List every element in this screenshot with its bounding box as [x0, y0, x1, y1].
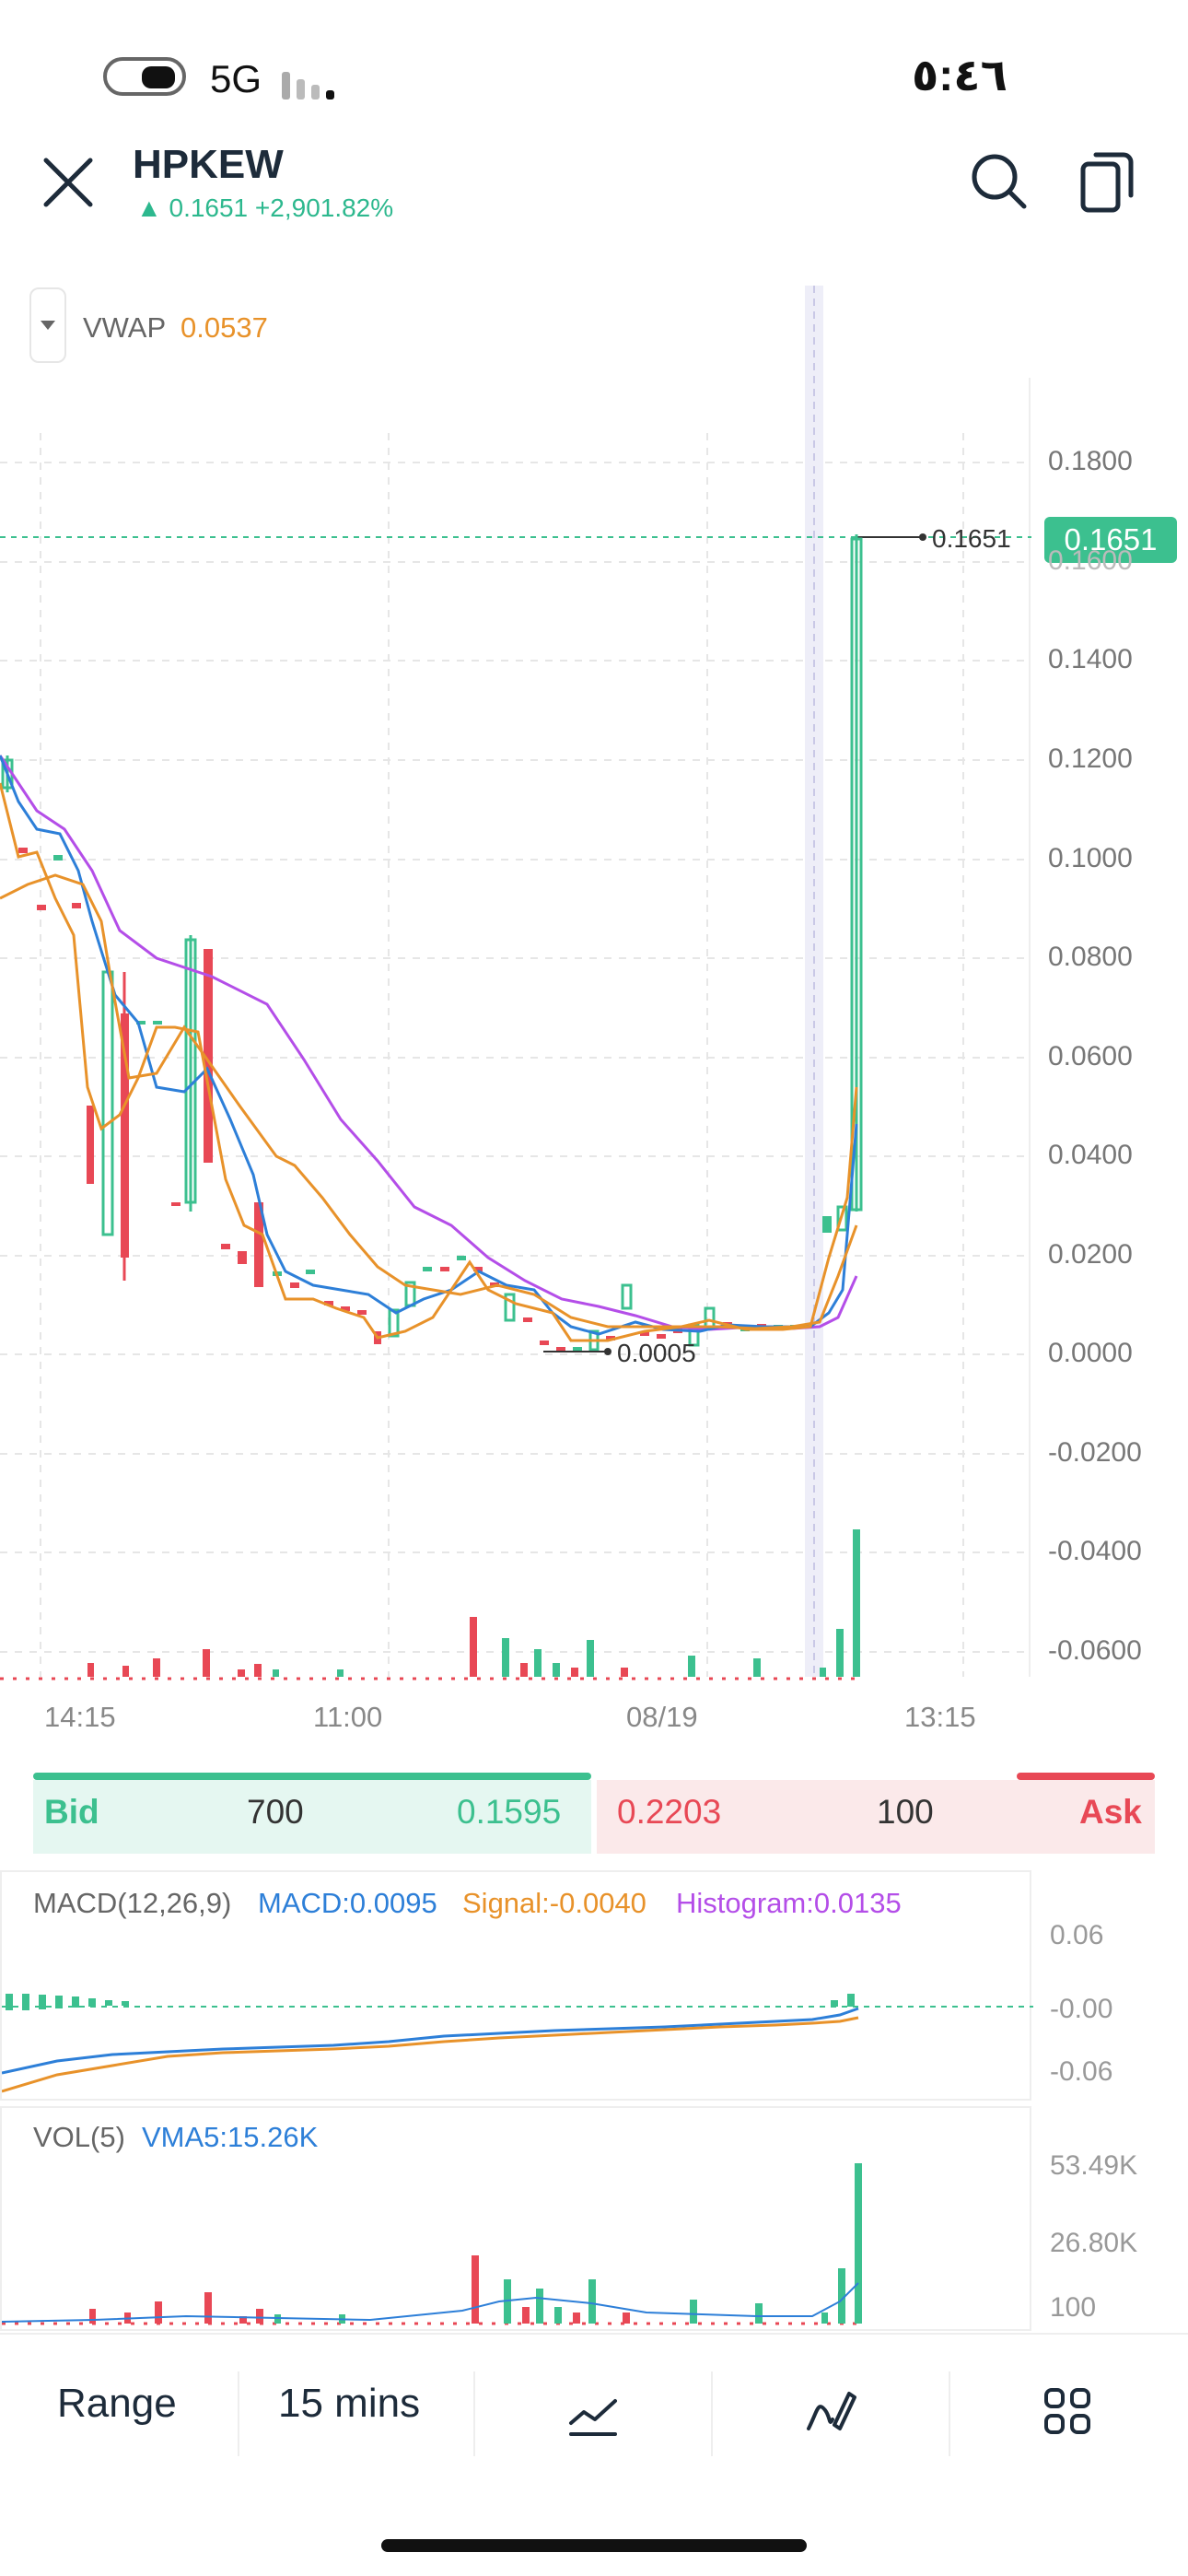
time-axis-label: 08/19	[626, 1701, 698, 1733]
price-change: ▲ 0.1651 +2,901.82%	[136, 193, 394, 222]
range-button[interactable]: Range	[57, 2381, 177, 2426]
clock: ٥:٤٦	[912, 52, 1007, 100]
search-icon[interactable]	[969, 151, 1028, 210]
indicator-toggle[interactable]	[29, 287, 66, 363]
price-axis-label: 0.0200	[1048, 1239, 1133, 1270]
bid-label: Bid	[44, 1793, 99, 1831]
ask-price: 0.2203	[617, 1793, 722, 1831]
volume-axis-label: 100	[1050, 2292, 1097, 2323]
indicator-icon[interactable]	[565, 2386, 621, 2441]
price-axis-label: -0.0200	[1048, 1437, 1142, 1468]
vwap-line	[0, 873, 858, 1330]
low-price-label: 0.0005	[617, 1339, 696, 1367]
last-price-label: 0.1651	[932, 524, 1011, 553]
ask-size: 100	[877, 1793, 934, 1831]
bid-price: 0.1595	[457, 1793, 562, 1831]
main-volume-bars	[0, 1529, 860, 1680]
macd-axis-label: 0.06	[1050, 1920, 1104, 1950]
last-price-badge: 0.1651	[1044, 517, 1177, 563]
volume-axis-label: 26.80K	[1050, 2228, 1138, 2258]
candles	[1, 534, 863, 1352]
volume-panel[interactable]: VOL(5) VMA5:15.26K 53.49K 26.80K 100	[0, 2106, 1137, 2331]
ask-label: Ask	[1079, 1793, 1142, 1831]
price-axis-label: -0.0400	[1048, 1536, 1142, 1566]
ask-depth-bar	[1017, 1773, 1155, 1780]
grid-menu-icon[interactable]	[1042, 2386, 1094, 2438]
draw-icon[interactable]	[803, 2384, 858, 2440]
chevron-down-icon	[41, 321, 55, 330]
price-axis-label: 0.1000	[1048, 843, 1133, 873]
price-axis-label: 0.0400	[1048, 1140, 1133, 1170]
signal-value: Signal:-0.0040	[462, 1887, 646, 1919]
price-axis-label: 0.1600	[1048, 545, 1133, 576]
price-axis-label: 0.0000	[1048, 1338, 1133, 1368]
macd-chart	[2, 1994, 1033, 2093]
signal-icon	[282, 63, 346, 100]
home-indicator[interactable]	[381, 2539, 807, 2552]
macd-axis-label: -0.06	[1050, 2056, 1113, 2087]
indicator-value: 0.0537	[181, 311, 268, 344]
time-axis-label: 14:15	[44, 1701, 116, 1733]
chart-grid	[0, 433, 1031, 1677]
volume-axis-label: 53.49K	[1050, 2150, 1138, 2181]
interval-button[interactable]: 15 mins	[278, 2381, 421, 2426]
bid-ask-bar[interactable]: Bid 700 0.1595 0.2203 100 Ask	[33, 1773, 1155, 1854]
bid-size: 700	[247, 1793, 304, 1831]
volume-chart	[2, 2163, 862, 2325]
macd-axis-label: -0.00	[1050, 1994, 1113, 2024]
histogram-value: Histogram:0.0135	[676, 1887, 902, 1919]
copy-icon[interactable]	[1079, 147, 1138, 214]
time-axis-label: 13:15	[904, 1701, 976, 1733]
price-axis-label: -0.0600	[1048, 1635, 1142, 1666]
price-axis-label: 0.0600	[1048, 1041, 1133, 1071]
ticker-title: HPKEW	[133, 142, 284, 187]
vma5-value: VMA5:15.26K	[142, 2121, 319, 2153]
price-axis-label: 0.0800	[1048, 942, 1133, 972]
network-label: 5G	[210, 57, 262, 100]
macd-value: MACD:0.0095	[258, 1887, 437, 1919]
bottom-toolbar: Range 15 mins	[0, 2333, 1188, 2491]
price-axis-label: 0.1400	[1048, 644, 1133, 674]
price-chart[interactable]: 0.1651	[0, 276, 1031, 1686]
close-icon[interactable]	[41, 155, 96, 210]
battery-icon	[103, 57, 186, 96]
price-axis-label: 0.1800	[1048, 446, 1133, 476]
price-axis-label: 0.1200	[1048, 744, 1133, 774]
macd-panel[interactable]: MACD(12,26,9) MACD:0.0095 Signal:-0.0040…	[0, 1870, 1112, 2101]
macd-label: MACD(12,26,9)	[33, 1887, 232, 1919]
time-axis-label: 11:00	[313, 1701, 383, 1733]
bid-depth-bar	[33, 1773, 591, 1780]
status-bar: 5G ٥:٤٦	[0, 0, 1188, 138]
ma-orange-line	[0, 782, 858, 1342]
indicator-name: VWAP	[83, 311, 167, 344]
volume-label: VOL(5)	[33, 2121, 125, 2153]
